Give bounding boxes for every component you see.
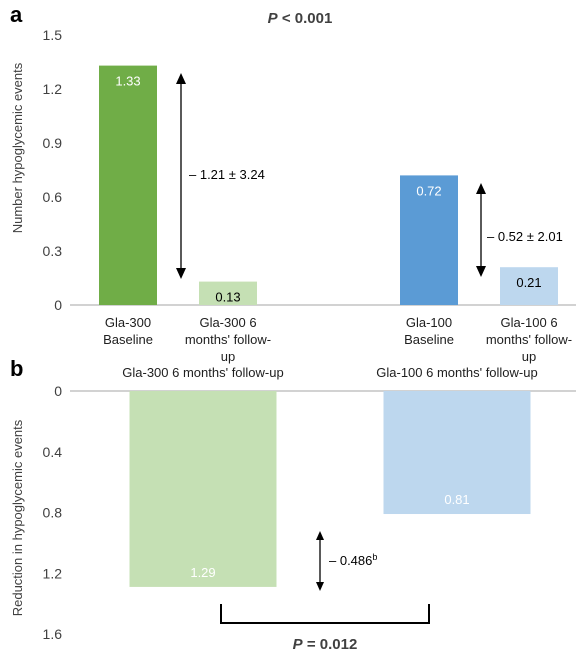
panel-b-annotation: – 0.486b: [329, 552, 377, 568]
panel-a-bar-value-label: 0.72: [416, 183, 441, 198]
panel-a-ytick-label: 0.6: [43, 189, 63, 205]
panel-a-bar: [500, 267, 558, 305]
panel-a-ytick-label: 1.5: [43, 27, 63, 43]
panel-a-ytick-label: 1.2: [43, 81, 63, 97]
panel-b-bar-value-label: 1.29: [190, 565, 215, 580]
panel-b-bar-value-label: 0.81: [444, 492, 469, 507]
panel-a-bar-value-label: 1.33: [115, 74, 140, 89]
panel-b-bar: [383, 391, 531, 515]
panel-a-ytick-label: 0.9: [43, 135, 63, 151]
panel-b-category-label: Gla-100 6 months' follow-up: [376, 365, 537, 380]
panel-b-bar: [129, 391, 277, 587]
panel-a-category-label: Gla-300 Baseline: [103, 315, 153, 347]
panel-a-bar: [400, 175, 458, 305]
panel-b-bars: 1.29 0.81: [129, 391, 531, 587]
panel-a-category-label: Gla-100 Baseline: [404, 315, 454, 347]
panel-a-bar: [199, 281, 257, 305]
panel-b-arrow: [316, 531, 324, 591]
panel-a-yticks: 0 0.3 0.6 0.9 1.2 1.5: [43, 27, 63, 313]
panel-a-bar-value-label: 0.21: [516, 275, 541, 290]
panel-b-ytick-label: 1.2: [43, 565, 63, 581]
panel-a-letter: a: [10, 2, 23, 27]
panel-a-category-labels: Gla-300 Baseline Gla-300 6 months' follow-u…: [103, 315, 572, 364]
panel-a-arrow-gla100: [476, 183, 486, 277]
panel-a-category-label: Gla-300 6 months' follow-up: [185, 315, 271, 364]
panel-a-category-label: Gla-100 6 months' follow-up: [486, 315, 572, 364]
panel-a-annotation-gla300: – 1.21 ± 3.24: [189, 167, 265, 182]
panel-b-bracket: [220, 604, 430, 624]
panel-b: b Reduction in hypoglycemic events 00.40…: [10, 356, 576, 653]
panel-b-ylabel: Reduction in hypoglycemic events: [10, 419, 25, 616]
panel-b-yticks: 0 0.4 0.8 1.2 1.6: [43, 383, 63, 642]
panel-a-pvalue: P < 0.001: [268, 10, 333, 27]
panel-b-category-labels: Gla-300 6 months' follow-up Gla-100 6 mon…: [122, 365, 537, 380]
panel-a-bar-value-label: 0.13: [215, 290, 240, 305]
panel-b-pvalue: P = 0.012: [293, 636, 358, 653]
panel-a-ytick-label: 0.3: [43, 243, 63, 259]
panel-b-category-label: Gla-300 6 months' follow-up: [122, 365, 283, 380]
panel-b-ytick-label: 1.6: [43, 626, 63, 642]
panel-a-ytick-label: 0: [54, 297, 62, 313]
panel-a: a P < 0.001 Number hypoglycemic events 0…: [10, 2, 576, 364]
panel-a-arrow-gla300: [176, 73, 186, 279]
panel-b-ytick-label: 0.8: [43, 505, 63, 521]
panel-a-annotation-gla100: – 0.52 ± 2.01: [487, 229, 563, 244]
panel-a-ylabel: Number hypoglycemic events: [10, 62, 25, 233]
panel-a-bars: 1.33 0.13 0.72 0.21: [99, 65, 558, 305]
panel-b-ytick-label: 0: [54, 383, 62, 399]
panel-b-ytick-label: 0.4: [43, 444, 63, 460]
panel-b-letter: b: [10, 356, 23, 381]
panel-a-bar: [99, 65, 157, 305]
